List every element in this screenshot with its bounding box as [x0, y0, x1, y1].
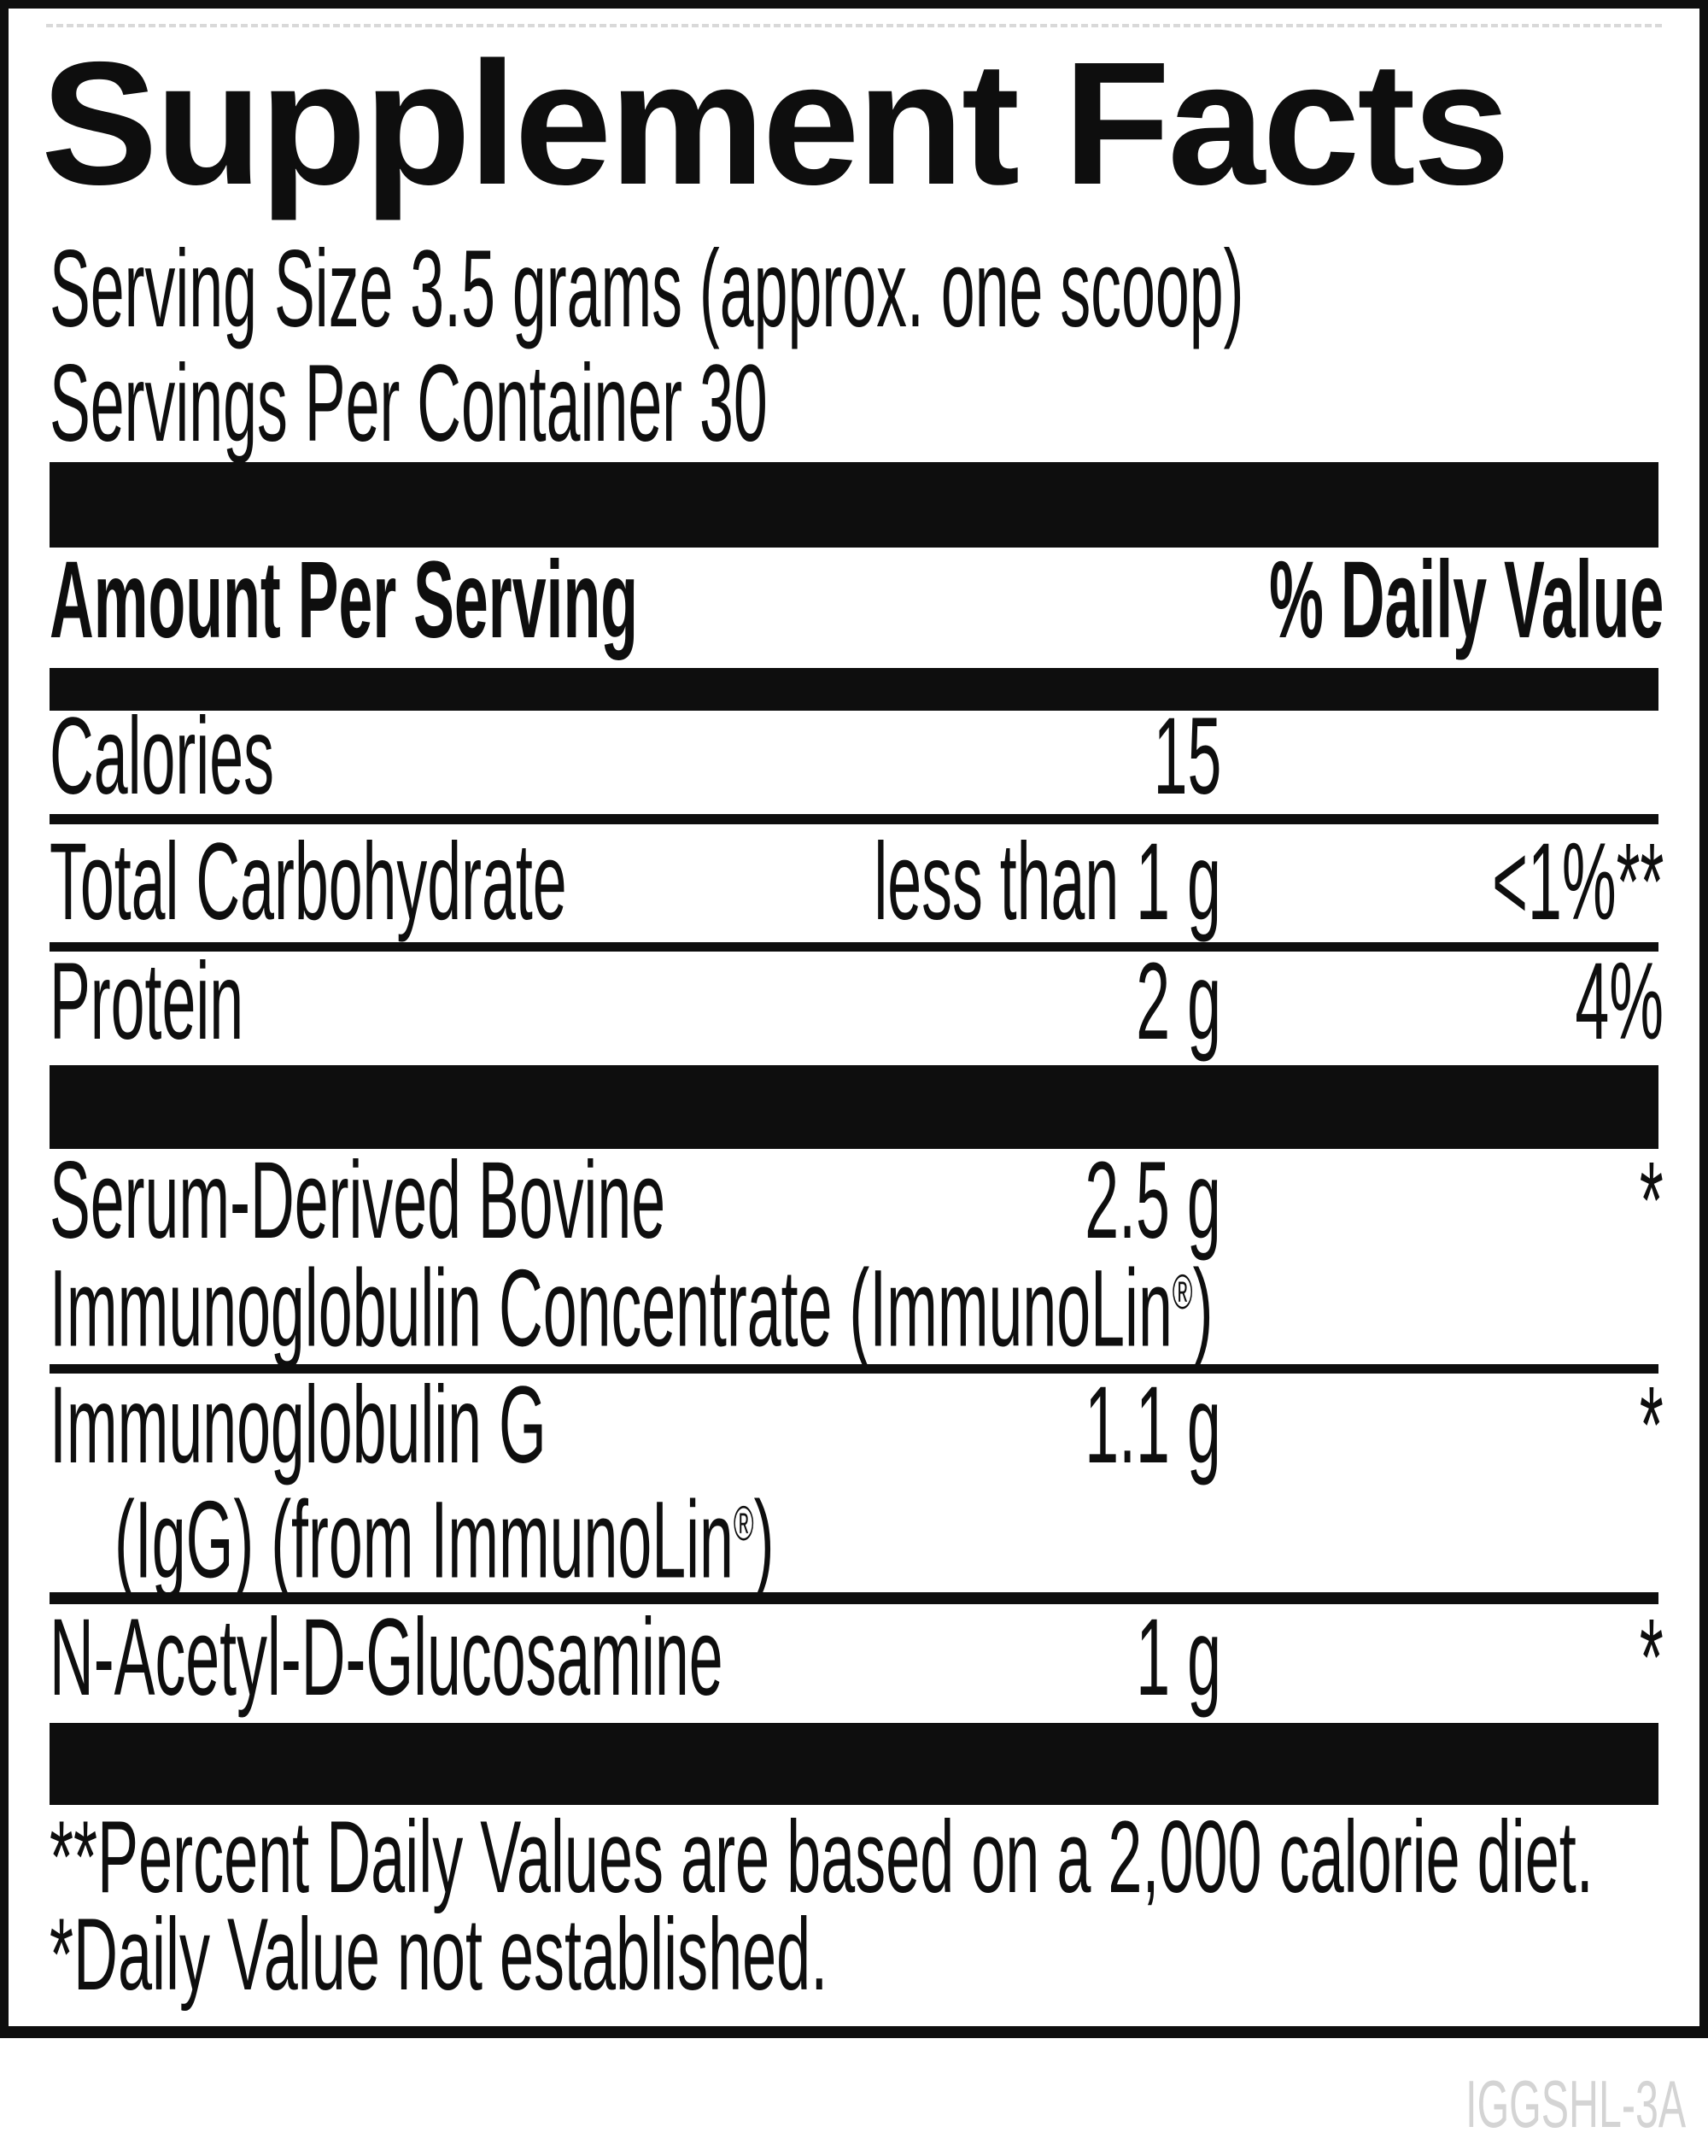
- serving-size-text: Serving Size 3.5 grams (approx. one scoo…: [50, 228, 1244, 350]
- row-immunoglobulin-g-line1: Immunoglobulin G 1.1 g *: [50, 1371, 1664, 1482]
- ingredient-amount: 2.5 g: [1085, 1140, 1221, 1262]
- ingredient-dv-asterisk: *: [1640, 1364, 1664, 1486]
- row-immunoglobulin-g-line2: (IgG) (from ImmunoLin®): [50, 1469, 1664, 1595]
- ingredient-dv-asterisk: *: [1640, 1596, 1664, 1719]
- nutrient-amount: 2 g: [1136, 940, 1221, 1063]
- column-header-row: Amount Per Serving % Daily Value: [50, 546, 1664, 657]
- footnote-percent-dv: **Percent Daily Values are based on a 2,…: [50, 1800, 1594, 1914]
- product-code-text: IGGSHL-3A: [1465, 2066, 1686, 2141]
- product-code: IGGSHL-3A: [1331, 2071, 1686, 2137]
- ingredient-name-continued: Immunoglobulin Concentrate (ImmunoLin®): [50, 1247, 1214, 1370]
- ingredient-dv-asterisk: *: [1640, 1140, 1664, 1262]
- row-calories: Calories 15: [50, 702, 1664, 813]
- ingredient-name-continued: (IgG) (from ImmunoLin®): [114, 1479, 775, 1602]
- nutrient-name: Calories: [50, 695, 274, 817]
- nutrient-name: Total Carbohydrate: [50, 821, 567, 943]
- row-total-carbohydrate: Total Carbohydrate less than 1 g <1%**: [50, 828, 1664, 939]
- row-divider: [50, 814, 1658, 824]
- nutrient-name: Protein: [50, 940, 244, 1063]
- supplement-facts-panel: Supplement Facts Serving Size 3.5 grams …: [0, 0, 1708, 2038]
- footnote-dv-not-established: *Daily Value not established.: [50, 1897, 828, 2012]
- separator-bar-header: [50, 668, 1658, 711]
- nutrient-amount: 15: [1153, 695, 1221, 817]
- row-divider: [50, 942, 1658, 952]
- nutrient-dv: <1%**: [1491, 821, 1664, 943]
- registered-trademark-icon: ®: [1172, 1265, 1193, 1320]
- separator-bar-thick-bottom: [50, 1723, 1658, 1805]
- serving-size-line: Serving Size 3.5 grams (approx. one scoo…: [50, 235, 1708, 344]
- nutrient-dv: 4%: [1575, 940, 1664, 1063]
- servings-per-container-text: Servings Per Container 30: [50, 343, 768, 465]
- perforation-line: [46, 24, 1662, 27]
- ingredient-amount: 1.1 g: [1085, 1364, 1221, 1486]
- ingredient-name: N-Acetyl-D-Glucosamine: [50, 1596, 723, 1719]
- separator-bar-thick-top: [50, 462, 1658, 548]
- ingredient-amount: 1 g: [1136, 1596, 1221, 1719]
- registered-trademark-icon: ®: [733, 1497, 754, 1551]
- servings-per-container-line: Servings Per Container 30: [50, 349, 1331, 459]
- ingredient-name: Immunoglobulin G: [50, 1364, 547, 1486]
- amount-per-serving-header: Amount Per Serving: [50, 539, 639, 661]
- row-serum-derived-bovine-line1: Serum-Derived Bovine 2.5 g *: [50, 1146, 1664, 1257]
- ingredient-name: Serum-Derived Bovine: [50, 1140, 666, 1262]
- row-n-acetyl-d-glucosamine: N-Acetyl-D-Glucosamine 1 g *: [50, 1603, 1664, 1714]
- percent-daily-value-header: % Daily Value: [1268, 539, 1664, 661]
- panel-title: Supplement Facts: [41, 26, 1511, 221]
- separator-bar-thick-middle: [50, 1065, 1658, 1149]
- row-protein: Protein 2 g 4%: [50, 947, 1664, 1058]
- nutrient-amount: less than 1 g: [874, 821, 1221, 943]
- row-divider: [50, 1364, 1658, 1374]
- row-serum-derived-bovine-line2: Immunoglobulin Concentrate (ImmunoLin®): [50, 1238, 1664, 1363]
- row-divider: [50, 1592, 1658, 1604]
- footnotes: **Percent Daily Values are based on a 2,…: [50, 1800, 1708, 2012]
